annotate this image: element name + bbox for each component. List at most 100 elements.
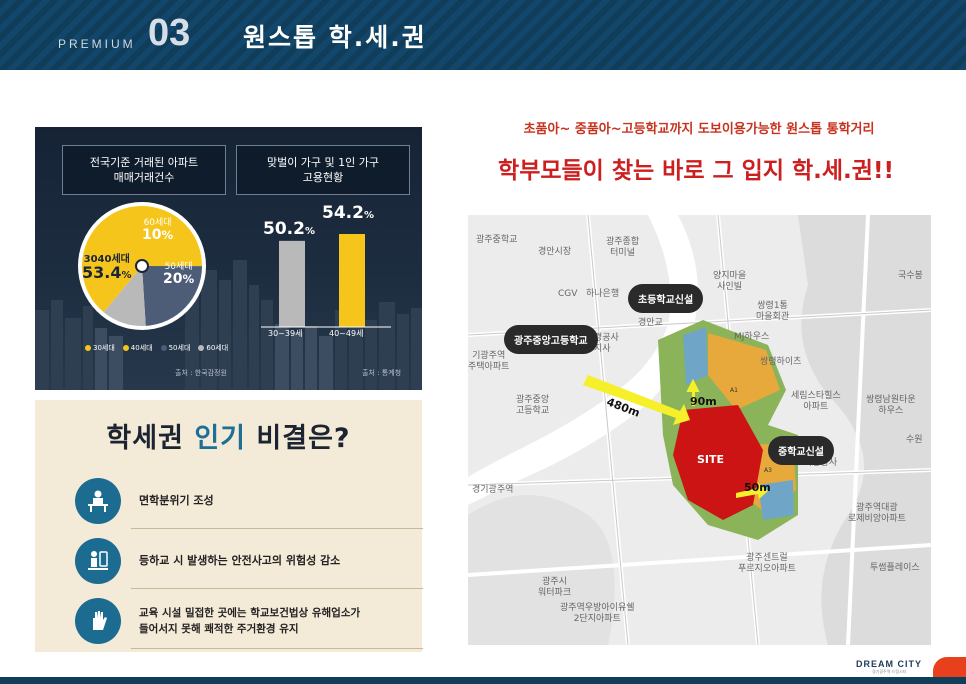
bar-value-40s: 54.2%: [322, 203, 374, 223]
pie-main-pct: %: [121, 270, 132, 281]
legend-item-50: 50세대: [161, 343, 191, 353]
reasons-title: 학세권 인기 비결은?: [35, 416, 422, 455]
map-base: [468, 215, 931, 645]
employment-status-title: 맞벌이 가구 및 1인 가구 고용현황: [236, 145, 410, 195]
map-label: 경안교: [638, 318, 663, 328]
reason-item-study: 면학분위기 조성: [75, 478, 423, 529]
page-header: PREMIUM 03 원스톱 학.세.권: [0, 0, 966, 70]
elementary-school-bubble: 초등학교신설: [628, 284, 704, 313]
map-label: 쌍령남원타운 하우스: [866, 395, 916, 416]
pie-slice-50: [142, 266, 202, 326]
map-label: 하나은행: [586, 289, 620, 299]
source-note-1: 출처 : 한국감정원: [175, 369, 227, 377]
apartment-trade-title-text: 전국기준 거래된 아파트 매매거래건수: [89, 156, 199, 184]
pie-main-label: 3040세대 53.4%: [82, 253, 132, 282]
location-map: 광주중학교 경안시장 광주종합 터미널 CGV 하나은행 양지마을 사인빌 쌍령…: [468, 215, 931, 645]
plot-a1: [708, 333, 780, 410]
age-pie-chart: [78, 202, 206, 330]
bar-label-40s: 40~49세: [329, 329, 364, 338]
footer-bar: [0, 677, 966, 684]
map-label: 세림스타힐스 아파트: [791, 391, 841, 412]
map-label: 광주중앙 고등학교: [516, 395, 550, 416]
bar-value-30s: 50.2%: [263, 219, 315, 239]
map-label: 수원: [906, 435, 923, 445]
employment-bar-chart: [261, 233, 391, 328]
stop-hand-icon: [75, 598, 121, 644]
distance-arrow-middle: [736, 483, 768, 499]
bar-value-30s-num: 50.2: [263, 219, 305, 239]
map-label: MJ하우스: [734, 332, 770, 342]
bar-40s: [339, 233, 365, 327]
site-label: SITE: [697, 453, 725, 466]
reason-item-safety: 등하교 시 발생하는 안전사고의 위험성 감소: [75, 538, 423, 589]
source-note-2: 출처 : 통계청: [362, 369, 402, 377]
map-label: 양지마을 사인빌: [713, 271, 747, 292]
bar-value-40s-num: 54.2: [322, 203, 364, 223]
map-label: 경안시장: [538, 247, 572, 257]
middle-school-plot: [758, 480, 794, 520]
pie-60-value: 10: [142, 227, 162, 243]
reason-text-safety: 등하교 시 발생하는 안전사고의 위험성 감소: [139, 554, 341, 567]
map-label: CGV: [558, 289, 578, 299]
statistics-panel: 전국기준 거래된 아파트 매매거래건수 맞벌이 가구 및 1인 가구 고용현황 …: [35, 127, 422, 390]
divider: [131, 648, 423, 649]
legend-item-40: 40세대: [123, 343, 153, 353]
high-school-bubble: 광주중앙고등학교: [504, 325, 598, 354]
apartment-trade-title: 전국기준 거래된 아파트 매매거래건수: [62, 145, 226, 195]
pie-slice-60: [103, 266, 146, 326]
map-label: 경기광주역: [472, 485, 514, 495]
pie-main-label-text: 3040세대: [83, 254, 130, 265]
map-label: 광주종합 터미널: [606, 237, 640, 258]
map-label: 투썸플레이스: [870, 563, 920, 573]
reason-text-study: 면학분위기 조성: [139, 494, 214, 507]
pie-50-label-text: 50세대: [164, 262, 193, 272]
employment-status-title-text: 맞벌이 가구 및 1인 가구 고용현황: [266, 156, 380, 184]
site-area: [673, 405, 763, 520]
map-label: 광주중학교: [476, 235, 518, 245]
reasons-title-b: 비결은?: [246, 423, 351, 454]
bar-30s: [279, 240, 305, 327]
page-title: 원스톱 학.세.권: [243, 23, 427, 52]
plot-a1-label: A1: [730, 387, 738, 394]
pie-50-value: 20: [163, 271, 183, 287]
middle-school-bubble: 중학교신설: [768, 436, 834, 465]
legend-item-60: 60세대: [198, 343, 228, 353]
map-label: 광주시 워터파크: [538, 577, 572, 598]
reason-item-environment: 교육 시설 밀접한 곳에는 학교보건법상 유해업소가 들어서지 못해 쾌적한 주…: [75, 598, 423, 649]
popularity-reasons-panel: 학세권 인기 비결은? 면학분위기 조성 등하교 시 발생하는 안전사고의 위험…: [35, 400, 423, 652]
bar-value-40s-pct: %: [363, 210, 374, 221]
pie-main-value: 53.4%: [82, 263, 132, 282]
dream-city-logo: DREAM CITY: [856, 659, 922, 669]
desk-study-icon: [75, 478, 121, 524]
plot-a3-label: A3: [764, 467, 772, 474]
corner-accent: [933, 657, 966, 677]
pie-60-pct: %: [161, 228, 174, 242]
pie-50-pct: %: [182, 272, 195, 286]
map-label: 쌍령하이츠: [760, 357, 802, 367]
map-label: 광주역대광 로제비앙아파트: [848, 503, 906, 524]
map-label: 광주역우방아이유쉘 2단지아파트: [560, 603, 635, 624]
location-headline: 학부모들이 찾는 바로 그 입지 학.세.권!!: [498, 158, 894, 184]
divider: [131, 588, 423, 589]
distance-label-middle: 50m: [744, 481, 771, 494]
map-label: 광주센트럴 푸르지오아파트: [738, 553, 796, 574]
premium-label: PREMIUM: [58, 37, 136, 51]
pie-center-dot: [135, 259, 149, 273]
map-label: 경공사 지사: [594, 333, 619, 354]
legend-item-30: 30세대: [85, 343, 115, 353]
distance-label-elementary: 90m: [690, 395, 717, 408]
distance-arrow-elementary: [686, 378, 700, 406]
pie-60-label: 60세대 10%: [142, 217, 174, 243]
map-label: 기광주역 주택아파트: [468, 351, 510, 372]
student-crossing-icon: [75, 538, 121, 584]
section-number: 03: [148, 12, 191, 54]
commute-subtitle: 초품아~ 중품아~고등학교까지 도보이용가능한 원스톱 통학거리: [523, 122, 875, 137]
reasons-title-a: 학세권: [106, 423, 195, 454]
pie-60-label-text: 60세대: [143, 218, 172, 228]
map-label: 쌍령1통 마을회관: [756, 301, 790, 322]
reason-text-environment: 교육 시설 밀접한 곳에는 학교보건법상 유해업소가 들어서지 못해 쾌적한 주…: [139, 607, 361, 635]
pie-50-label: 50세대 20%: [163, 261, 195, 287]
pie-main-value-num: 53.4: [82, 263, 122, 282]
reasons-title-highlight: 인기: [194, 423, 246, 454]
distance-arrow-high: [583, 375, 690, 425]
